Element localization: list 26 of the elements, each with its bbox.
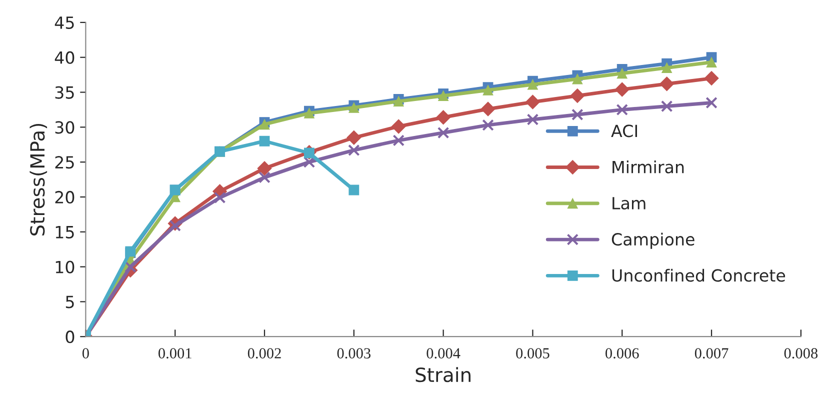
y-tick-label: 20: [55, 190, 74, 204]
y-tick-label: 30: [55, 121, 74, 134]
y-tick-label: 35: [55, 86, 74, 99]
x-tick-label: 0.002: [248, 348, 281, 359]
x-tick-label: 0.005: [516, 348, 550, 359]
y-tick-label: 10: [56, 260, 74, 274]
x-axis-title: Strain: [416, 367, 470, 382]
x-tick-label: 0.008: [784, 348, 818, 359]
x-tick-label: 0.004: [426, 348, 460, 359]
x-tick-label: 0.001: [158, 348, 192, 359]
x-tick-label: 0.006: [606, 348, 639, 359]
x-tick-label: 0.007: [694, 348, 728, 359]
y-axis-title: Stress(MPa): [30, 124, 48, 236]
y-tick-label: 15: [56, 226, 74, 238]
y-tick-label: 40: [54, 51, 74, 64]
legend-label: Unconfined Concrete: [612, 268, 786, 282]
y-tick-label: 0: [66, 330, 74, 344]
legend-label: Campione: [612, 232, 694, 249]
x-tick-label: 0: [82, 348, 89, 358]
x-tick-label: 0.003: [337, 348, 370, 359]
y-tick-label: 5: [66, 296, 74, 308]
y-tick-label: 25: [55, 156, 74, 169]
y-tick-label: 45: [54, 16, 74, 30]
legend-label: Mirmiran: [612, 160, 684, 174]
legend-label: Lam: [612, 197, 646, 210]
legend-label: ACI: [611, 124, 637, 138]
